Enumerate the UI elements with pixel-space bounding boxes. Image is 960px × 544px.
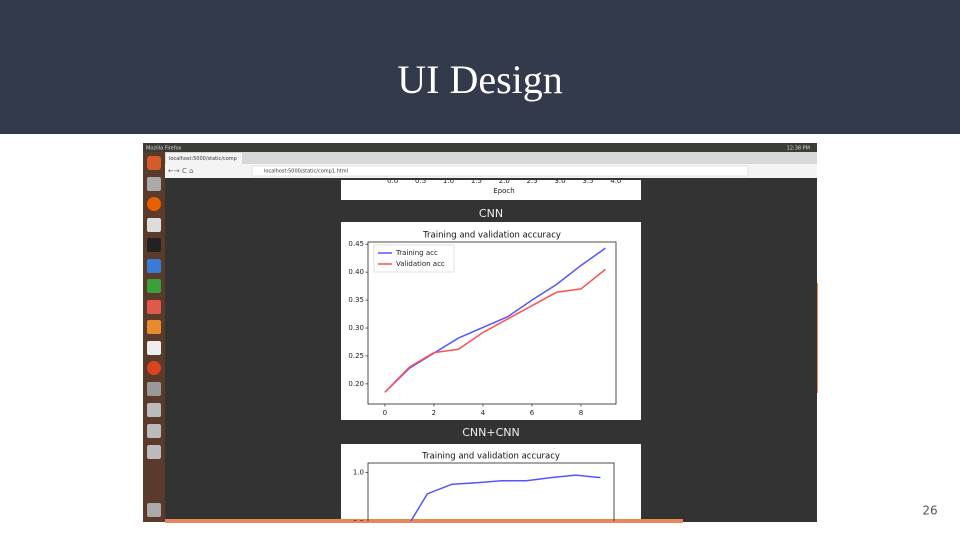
header-band <box>0 0 960 134</box>
nav-buttons[interactable]: ←→ C ⌂ <box>168 167 194 175</box>
legend-box <box>373 244 455 273</box>
chart: 0.0 0.5 1.0 1.5 2.0 2.5 3.0 3.5 4.0 Epoch <box>387 177 621 195</box>
tab-title: localhost:5000/static/comp <box>169 156 237 162</box>
x-tick-label: 0.5 <box>415 177 426 185</box>
launcher-icons <box>147 156 161 517</box>
y-tick-label: 1.0 <box>353 469 364 477</box>
y-tick-label: 0.40 <box>348 268 364 276</box>
x-tick-label: 6 <box>530 409 535 417</box>
x-tick-label: 8 <box>579 409 583 417</box>
x-tick-label: 3.0 <box>554 177 565 185</box>
chart-box <box>341 180 641 200</box>
chart: Training and validation accuracy 0.9 1.0 <box>353 452 615 527</box>
y-tick-label: 0.25 <box>348 352 364 360</box>
page-number: 26 <box>922 504 937 518</box>
x-tick-label: 4.0 <box>610 177 621 185</box>
x-tick-label: 0.0 <box>387 177 398 185</box>
chart: Training and validation accuracy 0 2 4 6 8 0.2… <box>348 231 617 417</box>
system-bar <box>143 143 817 152</box>
section-heading: CNN+CNN <box>462 426 520 439</box>
x-tick-label: 2 <box>432 409 436 417</box>
url-bar[interactable] <box>251 165 749 177</box>
legend-label: Training acc <box>395 249 438 257</box>
plot-frame <box>367 241 617 405</box>
series-line <box>410 474 601 521</box>
clock: 12:38 PM <box>787 146 810 152</box>
x-tick-label: 2.5 <box>527 177 538 185</box>
legend-label: Validation acc <box>396 260 445 268</box>
chart-box <box>341 444 641 521</box>
x-tick-label: 0 <box>383 409 387 417</box>
y-tick-label: 0.45 <box>348 240 364 248</box>
series-line <box>384 268 606 393</box>
url: localhost:5000/static/comp1.html <box>264 169 348 175</box>
y-tick-label: 0.9 <box>353 519 364 527</box>
y-tick-label: 0.20 <box>348 380 364 388</box>
accent-bar <box>165 519 683 523</box>
slide-title: UI Design <box>397 57 563 102</box>
tab[interactable] <box>166 153 242 164</box>
x-tick-label: 1.0 <box>443 177 454 185</box>
chart-title: Training and validation accuracy <box>421 452 560 462</box>
x-tick-label: 1.5 <box>471 177 482 185</box>
y-tick-label: 0.30 <box>348 324 364 332</box>
x-axis-label: Epoch <box>493 187 514 195</box>
tab-bar <box>165 152 817 164</box>
x-tick-label: 3.5 <box>582 177 593 185</box>
chart-title: Training and validation accuracy <box>422 231 561 241</box>
window-title: Mozilla Firefox <box>146 146 181 152</box>
section-heading: CNN <box>479 207 503 220</box>
x-tick-label: 4 <box>481 409 486 417</box>
plot-frame <box>367 462 615 521</box>
y-tick-label: 0.35 <box>348 296 364 304</box>
x-tick-label: 2.0 <box>499 177 510 185</box>
